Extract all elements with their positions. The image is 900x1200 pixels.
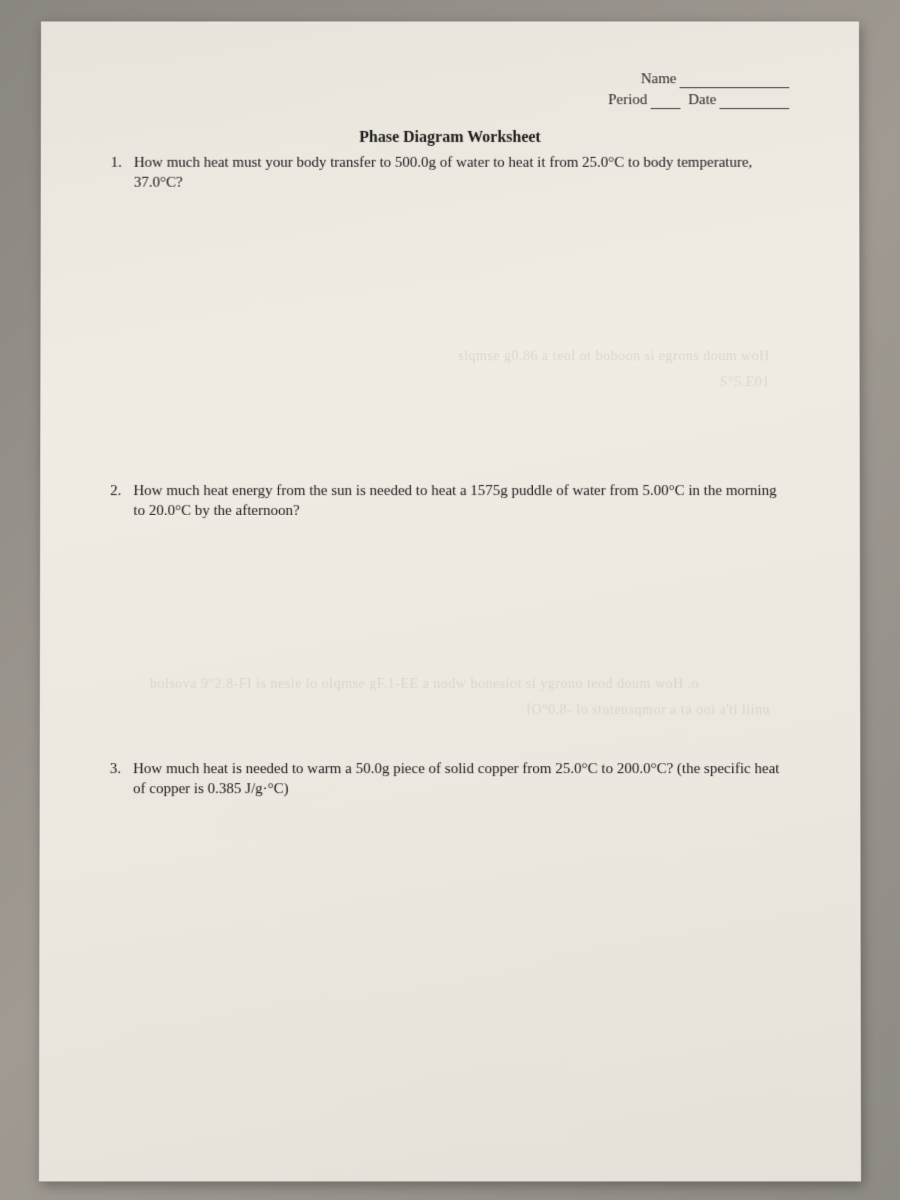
period-label: Period [608,92,647,109]
question-2-text: How much heat energy from the sun is nee… [133,481,790,521]
worksheet-title: Phase Diagram Worksheet [111,129,790,147]
question-1-text: How much heat must your body transfer to… [134,153,790,193]
question-3: 3. How much heat is needed to warm a 50.… [110,759,791,800]
name-field-group: Name [641,71,790,88]
question-1-number: 1. [111,153,122,193]
workspace-2 [110,527,790,667]
date-blank-line[interactable] [719,93,789,109]
workspace-1 [110,199,789,339]
bleed-through-text-1b: S°5.E01 [110,375,789,391]
question-2: 2. How much heat energy from the sun is … [110,481,790,521]
period-field-group: Period [608,92,680,109]
spacer-q3 [110,729,790,759]
date-field-group: Date [688,92,789,109]
name-label: Name [641,71,677,88]
header-fields: Name [111,71,789,88]
question-2-number: 2. [110,481,121,521]
question-3-number: 3. [110,759,121,800]
question-1: 1. How much heat must your body transfer… [111,153,790,193]
question-3-text: How much heat is needed to warm a 50.0g … [133,759,790,800]
date-label: Date [688,92,716,109]
bleed-through-text-2: bolsova 9°2.8-FI is nesie lo olqmse gF.1… [110,677,790,693]
period-blank-line[interactable] [650,93,680,109]
header-fields-row2: Period Date [111,92,790,109]
name-blank-line[interactable] [679,72,789,88]
bleed-through-text-2b: fO°0.8- lo stutensqmor a ta ooi a'ti lii… [110,703,790,719]
bleed-through-text-1: slqmse g0.86 a teol ot boboon si egrons … [110,349,789,365]
spacer-q2 [110,401,789,431]
worksheet-paper: Name Period Date Phase Diagram Worksheet… [39,21,861,1181]
